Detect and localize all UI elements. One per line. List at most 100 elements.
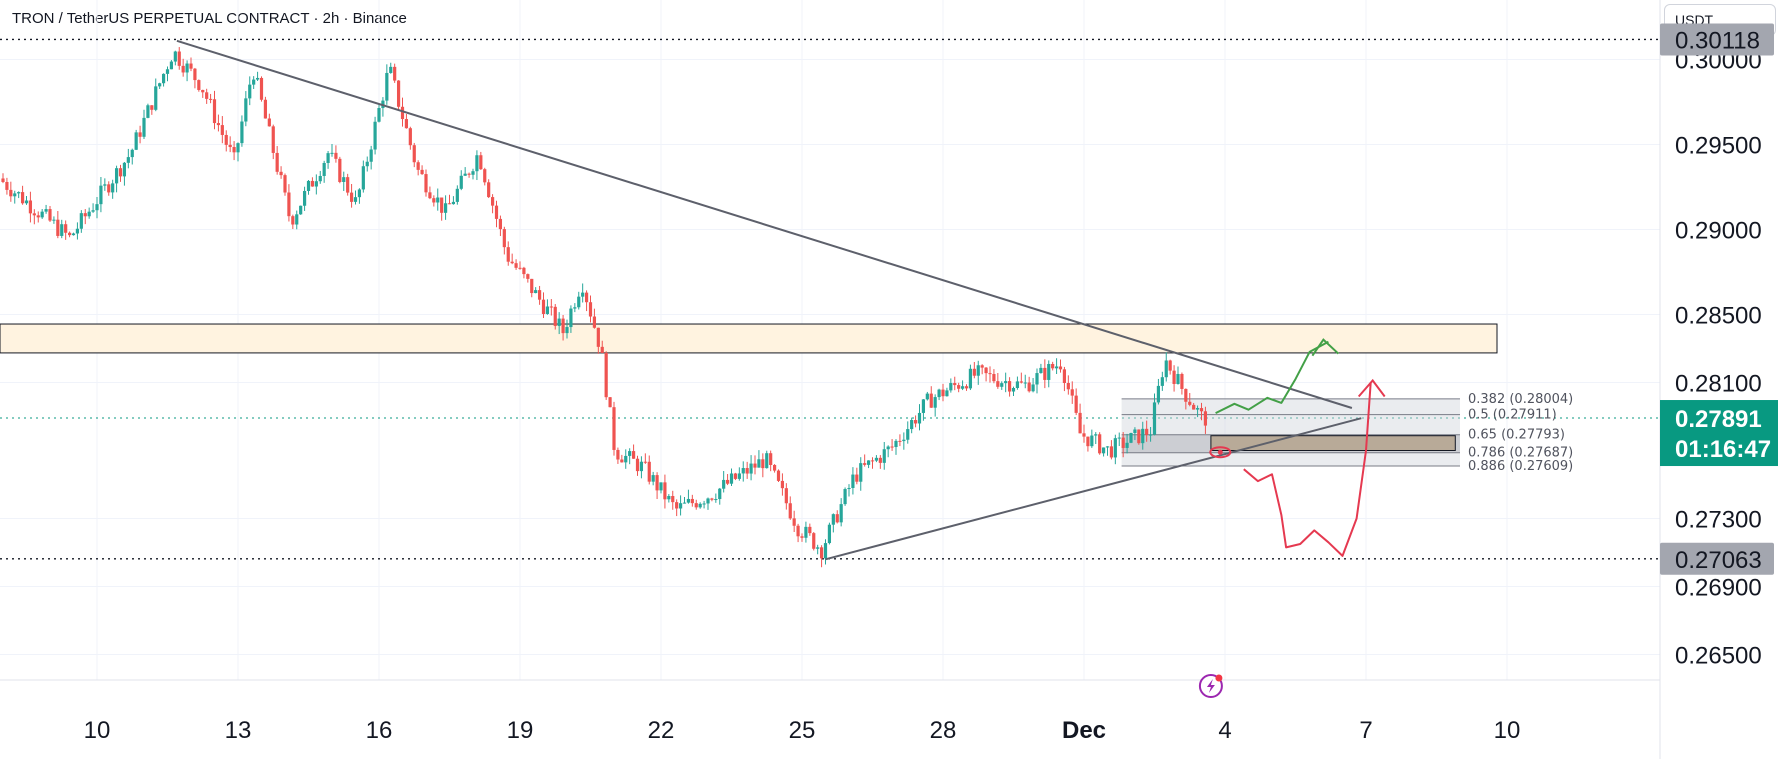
candle-body	[173, 51, 177, 62]
candle-body	[604, 352, 608, 398]
candle-body	[134, 132, 138, 150]
candle-body	[698, 503, 702, 508]
candle-body	[1113, 438, 1117, 458]
candle-body	[733, 473, 738, 479]
candle-body	[819, 547, 824, 559]
fib-retracement[interactable]: 0.382 (0.28004)0.5 (0.27911) 0.65 (0.2779…	[1121, 392, 1574, 474]
bearish-sweep-path[interactable]	[1243, 382, 1372, 557]
candle-body	[1051, 363, 1055, 369]
price-tick-label: 0.26500	[1675, 643, 1762, 670]
candle-body	[91, 210, 95, 212]
candle-body	[964, 386, 969, 389]
candle-body	[894, 440, 898, 448]
fib-background	[1121, 398, 1460, 466]
candle-body	[475, 155, 479, 172]
candle-body	[1160, 377, 1164, 386]
candle-body	[635, 458, 640, 472]
candle-body	[541, 299, 546, 314]
candle-body	[737, 473, 741, 479]
candle-body	[1133, 429, 1137, 434]
candle-body	[1082, 433, 1086, 437]
candle-body	[702, 503, 706, 505]
candle-body	[796, 525, 800, 537]
price-tick-label: 0.27300	[1675, 507, 1762, 534]
candle-body	[306, 180, 311, 191]
candle-body	[874, 457, 879, 461]
candle-body	[714, 499, 718, 501]
candle-body	[1058, 366, 1063, 370]
horizontal-levels	[0, 38, 1660, 560]
candle-body	[67, 232, 72, 236]
bullish-projection-path[interactable]	[1215, 340, 1329, 414]
candle-body	[365, 161, 369, 167]
time-axis[interactable]: 10 13 16 19 22 25 28 Dec 4 7 10	[84, 717, 1521, 744]
candle-body	[1039, 367, 1043, 374]
candle-body	[569, 308, 573, 328]
candle-body	[502, 229, 506, 248]
candle-body	[592, 316, 597, 328]
trendlines[interactable]	[176, 39, 1362, 561]
candle-body	[216, 123, 221, 126]
candle-body	[1152, 402, 1157, 435]
candle-body	[436, 197, 440, 203]
candle-body	[349, 192, 354, 202]
candle-body	[189, 63, 193, 69]
trendline-ascending[interactable]	[825, 417, 1362, 561]
candle-body	[126, 157, 130, 163]
time-tick-label: 4	[1218, 717, 1231, 744]
candle-body	[581, 292, 585, 297]
candle-body	[1164, 360, 1168, 378]
candle-body	[463, 173, 467, 176]
candle-body	[1192, 404, 1196, 410]
candle-body	[1101, 447, 1106, 454]
fib-level-label: 0.65 (0.27793)	[1468, 428, 1565, 443]
time-tick-label: Dec	[1062, 717, 1106, 744]
candle-body	[400, 106, 405, 120]
candle-body	[561, 318, 565, 334]
resistance-zone[interactable]	[0, 323, 1498, 354]
candle-body	[40, 211, 44, 218]
candle-body	[1043, 367, 1047, 380]
projection-drawings[interactable]	[1198, 338, 1386, 698]
entry-box[interactable]	[1210, 435, 1456, 451]
candle-body	[1094, 434, 1098, 436]
candle-body	[1019, 381, 1023, 383]
low-level-label: 0.27063	[1675, 547, 1762, 574]
time-tick-label: 28	[930, 717, 957, 744]
notification-dot	[1215, 674, 1223, 682]
candle-body	[79, 213, 83, 229]
candle-body	[647, 461, 651, 482]
candle-body	[302, 190, 307, 206]
candle-body	[945, 390, 949, 397]
candle-body	[447, 203, 452, 205]
candle-body	[808, 526, 812, 534]
trendline-descending[interactable]	[176, 39, 1353, 409]
candle-body	[510, 261, 514, 264]
candle-body	[451, 201, 456, 205]
candle-body	[212, 99, 217, 124]
candle-body	[968, 368, 973, 389]
candle-body	[353, 197, 358, 202]
candle-body	[729, 473, 734, 484]
candle-body	[890, 446, 894, 448]
candle-body	[812, 533, 816, 549]
candle-body	[346, 177, 350, 193]
candle-body	[706, 498, 710, 504]
candle-body	[835, 514, 839, 523]
candle-body	[154, 86, 158, 110]
candle-body	[24, 200, 29, 204]
candle-body	[471, 171, 475, 175]
candle-body	[5, 181, 9, 190]
candle-body	[557, 318, 561, 326]
candle-body	[150, 105, 154, 110]
candle-body	[1172, 370, 1176, 384]
candle-body	[279, 171, 283, 176]
candle-body	[839, 504, 843, 523]
candle-body	[577, 296, 581, 308]
candle-body	[389, 66, 393, 73]
candle-body	[1199, 408, 1204, 412]
price-axis[interactable]: 0.300000.295000.290000.285000.281000.273…	[1660, 23, 1778, 670]
candle-body	[64, 224, 68, 233]
candle-body	[960, 386, 965, 389]
